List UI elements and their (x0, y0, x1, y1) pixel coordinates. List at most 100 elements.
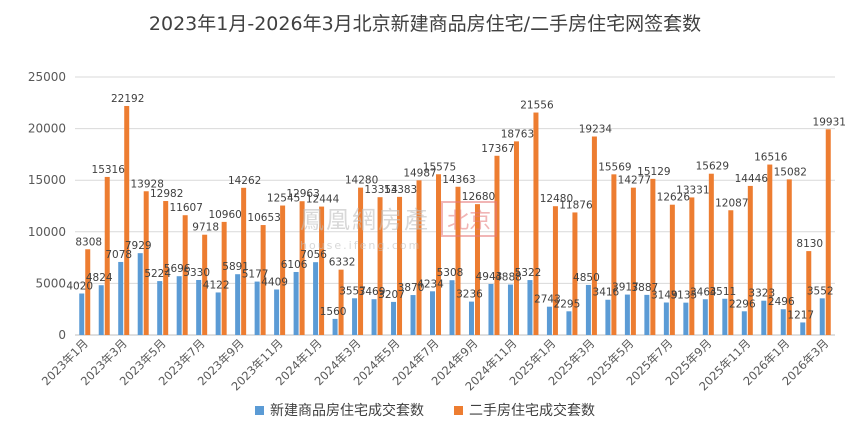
bar-new (624, 294, 630, 335)
x-axis: 2023年1月2023年3月2023年5月2023年7月2023年9月2023年… (39, 336, 832, 393)
data-label-second-hand: 11876 (559, 199, 593, 211)
bar-new (585, 284, 591, 335)
data-label-new: 1217 (787, 309, 814, 321)
bar-second-hand (221, 221, 227, 335)
data-label-new: 2743 (534, 294, 561, 306)
data-label-second-hand: 6332 (329, 257, 356, 269)
chart-title: 2023年1月-2026年3月北京新建商品房住宅/二手房住宅网签套数 (148, 13, 702, 35)
data-label-second-hand: 15316 (92, 164, 126, 176)
bar-second-hand (377, 197, 383, 335)
data-label-second-hand: 16516 (754, 152, 788, 164)
data-label-new: 3469 (359, 286, 386, 298)
bar-second-hand (143, 191, 149, 335)
bar-second-hand (494, 155, 500, 335)
bar-second-hand (806, 251, 812, 335)
legend-item-second-hand: 二手房住宅成交套数 (454, 400, 595, 420)
legend: 新建商品房住宅成交套数 二手房住宅成交套数 (0, 400, 850, 420)
data-label-new: 7056 (300, 249, 327, 261)
data-label-new: 3511 (709, 286, 736, 298)
bar-new (663, 302, 669, 335)
watermark-brand: 鳳凰網房產 (300, 206, 430, 234)
y-tick-label: 10000 (28, 225, 66, 239)
bar-new (507, 284, 513, 335)
bar-new (761, 300, 767, 335)
data-label-new: 3917 (612, 282, 639, 294)
data-label-new: 2295 (554, 298, 581, 310)
data-label-second-hand: 15569 (598, 161, 631, 173)
bar-new (819, 298, 825, 335)
data-label-new: 5224 (144, 268, 171, 280)
data-label-new: 4850 (573, 272, 600, 284)
bar-second-hand (747, 185, 753, 335)
bar-second-hand (436, 174, 442, 335)
bar-second-hand (163, 201, 169, 335)
data-label-second-hand: 14446 (735, 173, 769, 185)
data-label-new: 4020 (66, 281, 93, 293)
data-label-new: 7929 (125, 240, 152, 252)
bar-second-hand (513, 141, 519, 335)
data-label-second-hand: 14280 (345, 175, 378, 187)
data-label-second-hand: 12444 (306, 194, 340, 206)
data-label-second-hand: 10960 (208, 209, 241, 221)
bar-second-hand (572, 212, 578, 335)
data-label-new: 7078 (105, 249, 132, 261)
data-label-new: 3870 (398, 282, 425, 294)
data-label-second-hand: 14277 (618, 175, 651, 187)
data-label-new: 6106 (281, 259, 308, 271)
data-label-new: 3323 (748, 288, 775, 300)
bar-second-hand (650, 178, 656, 335)
data-label-second-hand: 15575 (423, 161, 456, 173)
bar-new (566, 311, 572, 335)
bar-new (137, 253, 143, 335)
bar-second-hand (611, 174, 617, 335)
grid-lines (75, 76, 835, 336)
bar-new (702, 299, 708, 335)
data-label-new: 2496 (768, 296, 795, 308)
data-label-new: 4409 (261, 276, 288, 288)
data-label-new: 3464 (690, 286, 717, 298)
data-label-new: 5308 (437, 267, 464, 279)
bar-second-hand (533, 112, 539, 335)
legend-label-second-hand: 二手房住宅成交套数 (469, 403, 595, 419)
data-label-second-hand: 22192 (111, 93, 144, 105)
y-tick-label: 20000 (28, 122, 66, 136)
bar-second-hand (552, 206, 558, 335)
data-label-second-hand: 12680 (462, 191, 495, 203)
watermark-city: 北京 (441, 201, 498, 237)
bar-new (176, 276, 182, 335)
data-label-new: 4824 (86, 272, 113, 284)
bar-second-hand (260, 225, 266, 335)
bar-second-hand (825, 129, 831, 335)
bar-new (644, 294, 650, 335)
data-label-second-hand: 15082 (774, 166, 807, 178)
bar-new (313, 262, 319, 335)
bar-new (293, 271, 299, 335)
bar-second-hand (319, 206, 325, 335)
data-label-second-hand: 15629 (696, 161, 729, 173)
data-label-second-hand: 13354 (364, 184, 398, 196)
bar-new (468, 301, 474, 335)
bar-new (546, 306, 552, 335)
data-label-second-hand: 11607 (169, 202, 202, 214)
data-label-second-hand: 9718 (192, 222, 219, 234)
bar-second-hand (786, 179, 792, 335)
data-label-new: 3887 (632, 282, 659, 294)
y-axis: 0 5000 10000 15000 20000 25000 (28, 70, 66, 342)
data-label-second-hand: 12545 (267, 193, 300, 205)
bar-second-hand (474, 204, 480, 335)
bar-new (332, 318, 338, 335)
data-label-second-hand: 12982 (150, 188, 183, 200)
bar-new (449, 280, 455, 335)
data-label-new: 4943 (476, 271, 503, 283)
bar-new (352, 298, 358, 335)
bar-second-hand (416, 180, 422, 335)
bar-second-hand (338, 269, 344, 335)
data-label-second-hand: 21556 (520, 100, 554, 112)
bar-second-hand (455, 186, 461, 335)
legend-swatch-new (255, 405, 264, 415)
data-label-new: 3236 (456, 289, 483, 301)
bar-second-hand (280, 205, 286, 335)
data-label-second-hand: 19931 (813, 116, 846, 128)
data-label-second-hand: 14987 (403, 167, 436, 179)
